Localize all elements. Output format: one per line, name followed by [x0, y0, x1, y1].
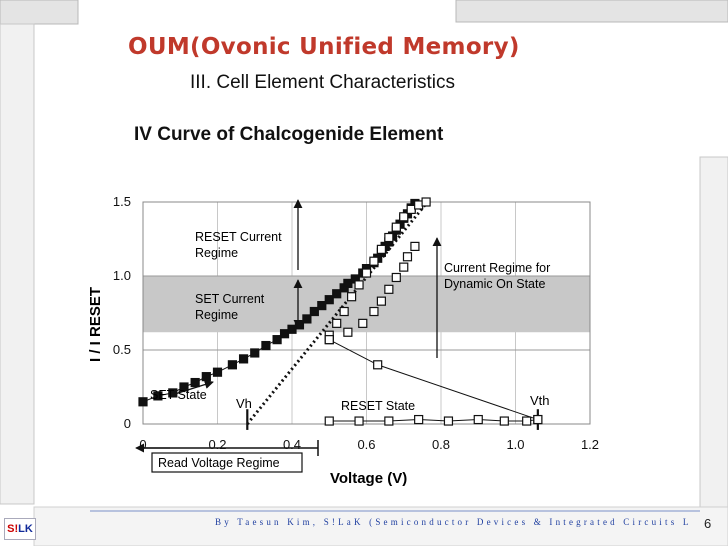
reset-state-point [324, 416, 334, 426]
footer-bar [33, 506, 728, 546]
read-voltage-label: Read Voltage Regime [158, 456, 280, 470]
set-state-point [324, 295, 334, 305]
x-tick-label: 1.0 [506, 437, 524, 452]
set-state-point [238, 354, 249, 364]
reset-state-point [343, 327, 353, 337]
reset-state-point [376, 244, 386, 254]
reset-state-point [369, 256, 379, 266]
x-tick-label: 1.2 [581, 437, 599, 452]
read-voltage-box [151, 452, 303, 473]
lab-logo: S! LK [4, 518, 36, 540]
set-state-point [190, 377, 200, 388]
slide-heading: IV Curve of Chalcogenide Element [134, 124, 444, 145]
set-state-point [168, 388, 178, 398]
reset-state-point [443, 416, 454, 426]
reset-state-point [384, 284, 394, 294]
y-tick-label: 1.5 [113, 194, 131, 209]
reset-state-point [522, 416, 532, 426]
x-axis-label: Voltage (V) [330, 470, 407, 487]
set-state-point [309, 306, 319, 317]
reset-state-point [369, 306, 379, 317]
vh-label: Vh [236, 396, 252, 411]
reset-state-label: RESET State [341, 399, 415, 413]
y-tick-label: 0.5 [113, 342, 131, 357]
y-tick-label: 1.0 [113, 268, 131, 283]
set-regime-label-1: SET Current [195, 292, 265, 306]
reset-state-point [421, 197, 431, 207]
reset-regime-label-1: RESET Current [195, 230, 282, 244]
set-state-point [343, 278, 353, 288]
set-state-point [227, 360, 237, 370]
dynamic-regime-label-1: Current Regime for [444, 261, 550, 275]
reset-state-point [406, 204, 416, 214]
top-left-block [0, 0, 79, 25]
set-state-label: SET State [150, 388, 207, 402]
set-state-point [279, 329, 290, 339]
reset-state-point [473, 414, 483, 425]
set-state-point [201, 372, 211, 382]
reset-state-point [332, 318, 342, 328]
x-tick-label: 0.2 [208, 437, 226, 452]
reset-state-point [384, 416, 394, 426]
slide-subtitle: III. Cell Element Characteristics [190, 72, 456, 93]
axis-ticks: 0 0.2 0.4 0.6 0.8 1.0 1.2 0 0.5 1.0 1.5 [113, 194, 599, 452]
left-bar [0, 23, 35, 505]
reset-state-point [354, 416, 364, 426]
x-tick-label: 0.6 [357, 437, 375, 452]
page-number: 6 [704, 516, 712, 531]
set-state-point [138, 397, 148, 407]
set-state-point [250, 348, 260, 358]
set-state-point [294, 320, 305, 330]
dynamic-regime-label-2: Dynamic On State [444, 277, 545, 291]
annotation-labels: RESET Current Regime SET Current Regime … [87, 230, 550, 487]
reset-state-point [533, 414, 543, 425]
set-state-point [179, 382, 189, 392]
reset-state-point [354, 280, 364, 290]
slide-title: OUM(Ovonic Unified Memory) [128, 34, 520, 60]
reset-state-point [361, 268, 372, 278]
reset-state-point [373, 360, 383, 370]
reset-state-point [324, 335, 334, 345]
set-state-pointer [174, 380, 214, 395]
reset-state-point [391, 272, 401, 283]
set-state-point [287, 324, 297, 334]
reset-state-point [391, 222, 401, 232]
reset-state-point [376, 296, 386, 306]
reset-state-point [384, 232, 394, 243]
reset-state-point [402, 252, 413, 262]
dynamic-on-dotted-line [246, 198, 431, 425]
y-tick-label: 0 [124, 416, 131, 431]
plot-frame [142, 201, 591, 425]
set-regime-label-2: Regime [195, 308, 238, 322]
footer-credit: By Taesun Kim, S!LaK (Semiconductor Devi… [215, 517, 690, 527]
reset-state-point [410, 241, 420, 251]
reset-state-point [414, 200, 424, 210]
set-state-point [153, 391, 163, 401]
set-state-point [212, 367, 223, 377]
reset-state-point [339, 306, 349, 317]
set-state-point [261, 340, 271, 351]
set-state-point [272, 335, 282, 345]
chart-marks [138, 197, 543, 426]
reset-state-point [499, 416, 509, 426]
reset-state-point [414, 414, 424, 425]
set-state-point [317, 301, 327, 311]
y-axis-label: I / I RESET [87, 287, 104, 362]
annotation-arrows [135, 198, 539, 473]
x-tick-label: 0.8 [432, 437, 450, 452]
reset-state-point [347, 292, 357, 302]
vth-label: Vth [530, 393, 550, 408]
x-tick-label: 0.4 [283, 437, 301, 452]
set-state-point [332, 289, 342, 299]
reset-state-point [358, 318, 368, 328]
reset-state-point [399, 262, 409, 272]
reset-state-point [399, 212, 409, 222]
top-right-block [455, 0, 728, 23]
x-tick-label: 0 [139, 437, 146, 452]
reset-regime-label-2: Regime [195, 246, 238, 260]
set-state-point [302, 314, 312, 324]
